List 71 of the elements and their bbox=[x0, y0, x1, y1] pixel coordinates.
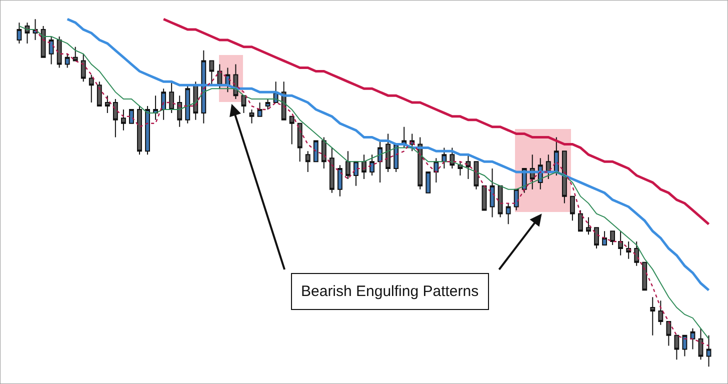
candlestick bbox=[16, 22, 22, 44]
candlestick bbox=[104, 95, 110, 114]
candlestick bbox=[112, 98, 118, 138]
candlestick bbox=[570, 196, 575, 222]
candlestick bbox=[642, 262, 648, 291]
candlestick bbox=[362, 154, 366, 180]
candlestick bbox=[64, 53, 70, 68]
candlestick bbox=[121, 108, 126, 131]
candlestick bbox=[72, 46, 78, 62]
candlestick bbox=[329, 147, 334, 194]
candlestick bbox=[169, 81, 174, 114]
candlestick bbox=[209, 60, 214, 86]
candlestick bbox=[129, 108, 134, 124]
candlestick bbox=[602, 230, 607, 246]
candlestick bbox=[626, 241, 632, 260]
candlestick bbox=[305, 150, 310, 173]
candlestick bbox=[554, 136, 559, 176]
candlestick bbox=[297, 122, 302, 162]
candlestick bbox=[378, 140, 382, 183]
candlestick bbox=[137, 105, 142, 156]
candlestick bbox=[265, 98, 270, 110]
candlestick bbox=[690, 328, 696, 350]
candlestick bbox=[402, 126, 407, 148]
candlestick bbox=[706, 334, 712, 368]
candlestick bbox=[618, 230, 624, 256]
candlestick bbox=[346, 150, 350, 180]
candlestick bbox=[610, 230, 616, 246]
candlestick bbox=[466, 154, 471, 180]
candlestick bbox=[386, 133, 391, 173]
candlestick bbox=[546, 154, 551, 180]
candlestick bbox=[562, 150, 567, 204]
annotation: Bearish Engulfing Patterns bbox=[301, 283, 479, 300]
candlestick bbox=[321, 136, 326, 170]
candlestick bbox=[40, 26, 46, 58]
candlestick bbox=[289, 116, 294, 145]
candlestick bbox=[426, 172, 431, 194]
candlestick bbox=[634, 241, 640, 266]
candlestick bbox=[498, 185, 503, 218]
candlestick bbox=[506, 202, 511, 225]
candlestick bbox=[586, 216, 591, 236]
candlestick bbox=[666, 320, 672, 346]
candlestick bbox=[201, 50, 206, 124]
candlestick bbox=[698, 328, 704, 360]
candlestick bbox=[24, 22, 30, 44]
candlestick bbox=[96, 81, 102, 106]
candlestick bbox=[650, 296, 656, 336]
candlestick bbox=[80, 53, 86, 82]
candlestick bbox=[370, 154, 374, 176]
candlestick bbox=[450, 147, 455, 170]
candlestick bbox=[578, 210, 583, 232]
candlestick bbox=[674, 334, 680, 360]
candlestick bbox=[56, 36, 62, 68]
candlestick bbox=[594, 227, 599, 249]
candlestick bbox=[48, 36, 54, 65]
candlestick bbox=[257, 102, 262, 117]
candlestick bbox=[442, 147, 447, 170]
candlestick bbox=[514, 188, 519, 211]
candlestick bbox=[177, 95, 182, 128]
candlestick bbox=[161, 88, 166, 120]
candlestick bbox=[658, 300, 664, 326]
candlestick bbox=[434, 158, 439, 183]
candlestick bbox=[354, 161, 358, 186]
candlestick bbox=[185, 84, 190, 124]
candlestick bbox=[145, 105, 150, 156]
candlestick bbox=[153, 95, 158, 120]
candlestick bbox=[249, 108, 254, 124]
candlestick bbox=[313, 140, 318, 162]
candlestick bbox=[682, 334, 688, 357]
candlestick bbox=[337, 164, 342, 197]
candlestick bbox=[88, 74, 94, 104]
candlestick bbox=[490, 168, 495, 218]
